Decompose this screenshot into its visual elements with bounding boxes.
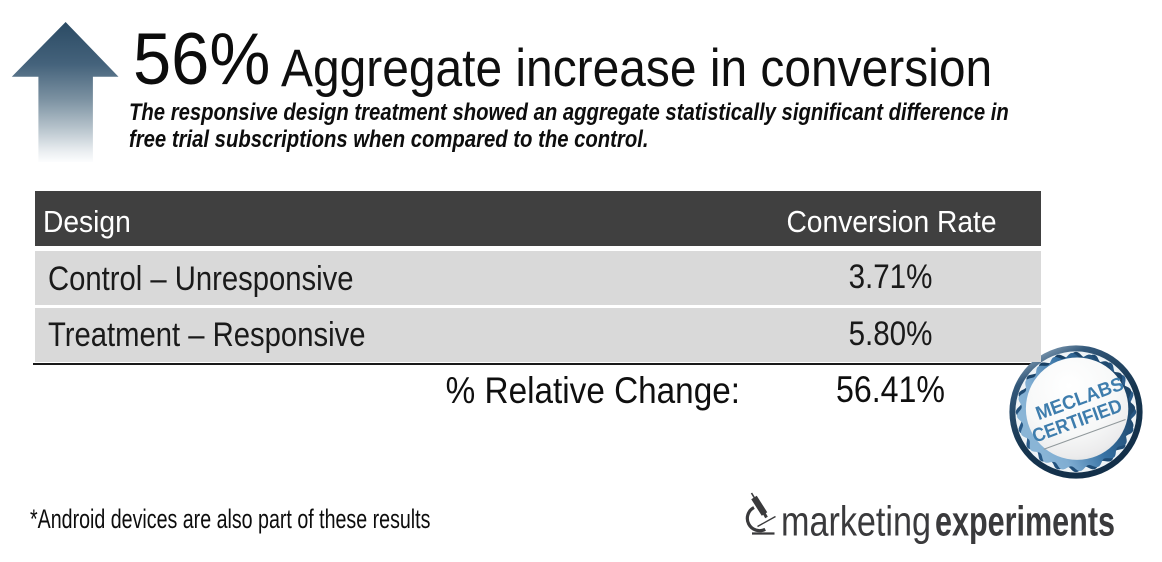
svg-text:marketing: marketing bbox=[781, 498, 931, 545]
svg-text:experiments: experiments bbox=[935, 498, 1115, 545]
